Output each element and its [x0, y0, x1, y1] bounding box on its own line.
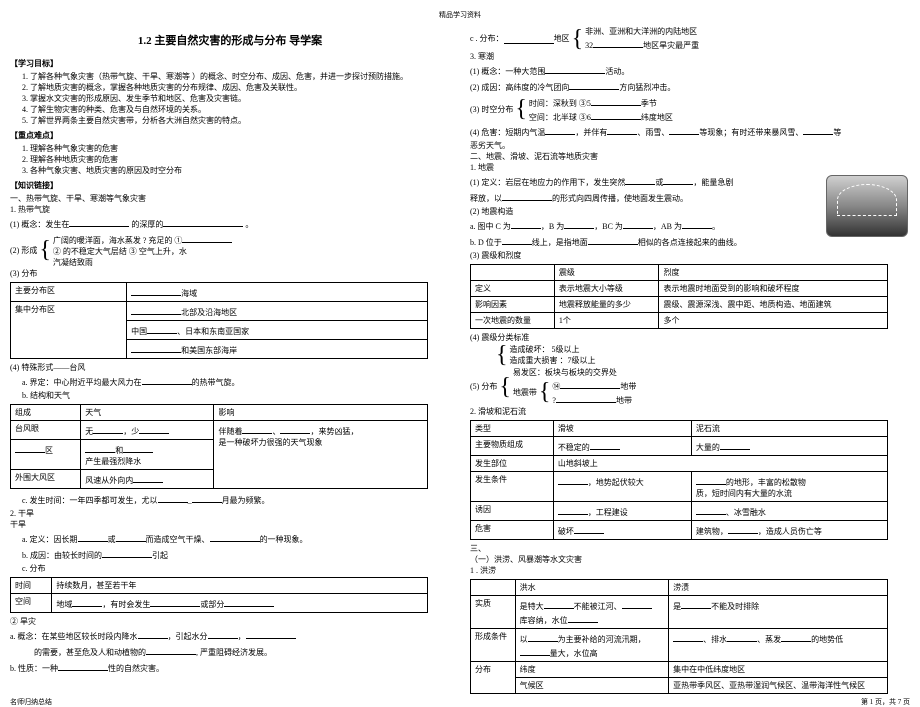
landslide-table: 类型滑坡泥石流 主要物质组成不稳定的大量的 发生部位山地斜坡上 发生条件，地势起… [470, 420, 888, 540]
dist-table: 主要分布区海域 集中分布区北部及沿海地区 中国、日本和东南亚国家 和美国东部海岸 [10, 282, 428, 359]
focus-heading: 【重点难点】 [10, 130, 450, 141]
hc2: (2) 成因：高纬度的冷气团向方向猛烈冲击。 [470, 79, 910, 94]
link-heading: 【知识链接】 [10, 180, 450, 191]
focus-1: 1. 理解各种气象灾害的危害 [10, 143, 450, 154]
page-body: 1.2 主要自然灾害的形成与分布 导学案 【学习目标】 1. 了解各种气象灾害（… [10, 26, 910, 697]
sec1-1: 1. 热带气旋 [10, 204, 450, 215]
focus-2: 2. 理解各种地质灾害的危害 [10, 154, 450, 165]
hanzai-b: b. 性质：一种性的自然灾害。 [10, 660, 450, 675]
sec3-h: 三、 [470, 543, 910, 554]
dz4-brace: { 造成破坏： 5级以上 造成重大损害 ：7级以上 [470, 343, 910, 367]
typhoon-table: 组成天气影响 台风眼 无，少 伴随着、，来势凶猛，是一种破坏力很强的天气现象 区… [10, 404, 428, 489]
goals-heading: 【学习目标】 [10, 58, 450, 69]
drought-cause: b. 成因：由较长时间的引起 [10, 547, 450, 562]
dizhen-h: 1. 地震 [470, 162, 910, 173]
hanzai-a2: 的需要，甚至危及人和动植物的, 严重阻碍经济发展。 [10, 644, 450, 659]
hc1: (1) 概念：一种大范围活动。 [470, 63, 910, 78]
magnitude-table: 震级烈度 定义表示地震大小等级表示地震时地面受到的影响和破坏程度 影响因素地震释… [470, 264, 888, 329]
dz3: (3) 震级和烈度 [470, 250, 910, 261]
dz5-brace: (5) 分布 { 易发区：板块与板块的交界处 地震带 { ⑭地带 ?地带 [470, 367, 910, 406]
drought-table: 时间持续数月，甚至若干年 空间地域，有时会发生或部分 [10, 577, 428, 613]
page-header: 精品学习资料 [10, 10, 910, 20]
typhoon-b: b. 结构和天气 [10, 390, 450, 401]
hanzai: ② 旱灾 [10, 616, 450, 627]
goal-3: 3. 掌握水文灾害的形成原因、发生季节和地区、危害及灾害链。 [10, 93, 450, 104]
ganhan: 干旱 [10, 519, 450, 530]
sec1-1-def: (1) 概念：发生在 的深厚的 。 [10, 216, 450, 231]
sec3-1: （一）洪涝、风暴潮等水文灾害 [470, 554, 910, 565]
right-column: c . 分布：地区 { 非洲、亚洲和大洋洲的内陆地区 32地区旱灾最严重 3. … [470, 26, 910, 697]
left-column: 1.2 主要自然灾害的形成与分布 导学案 【学习目标】 1. 了解各种气象灾害（… [10, 26, 450, 697]
typhoon-a: a. 界定：中心附近平均最大风力在的热带气旋。 [10, 374, 450, 389]
sec1-heading: 一、热带气旋、干旱、寒潮等气象灾害 [10, 193, 450, 204]
hc4f: 恶劣天气。 [470, 140, 910, 151]
goal-2: 2. 了解地质灾害的概念，掌握各种地质灾害的分布规律、成因、危害及关联性。 [10, 82, 450, 93]
typhoon-label: (4) 特殊形式——台风 [10, 362, 450, 373]
cdist-brace: c . 分布：地区 { 非洲、亚洲和大洋洲的内陆地区 32地区旱灾最严重 [470, 26, 910, 51]
doc-title: 1.2 主要自然灾害的形成与分布 导学案 [10, 32, 450, 48]
flood-table: 洪水涝渍 实质 是特大不能被江河、库容纳，水位 是不能及时排除 形成条件 以为主… [470, 579, 888, 694]
goal-5: 5. 了解世界两条主要自然灾害带，分析各大洲自然灾害的特点。 [10, 115, 450, 126]
focus-3: 3. 各种气象灾害、地质灾害的原因及时空分布 [10, 165, 450, 176]
footer-right: 第 1 页，共 7 页 [861, 697, 910, 707]
formation-brace: (2) 形成 { 广阔的暖洋面，海水蒸发 ? 充足的 ① ② 的不稳定大气层结 … [10, 232, 450, 268]
sec2-h: 二、地震、滑坡、泥石流等地质灾害 [470, 151, 910, 162]
goal-1: 1. 了解各种气象灾害（热带气旋、干旱、寒潮等 ）的概念、时空分布、成因、危害，… [10, 71, 450, 82]
drought-def: a. 定义：因长期或而造成空气干燥、的一种现象。 [10, 531, 450, 546]
dz4: (4) 震级分类标准 [470, 332, 910, 343]
drought-dist: c. 分布 [10, 563, 450, 574]
goal-4: 4. 了解生物灾害的种类、危害及与自然环境的关系。 [10, 104, 450, 115]
footer-left: 名师归纳总结 [10, 697, 52, 707]
drought-h: 2. 干旱 [10, 508, 450, 519]
earthquake-diagram [826, 175, 908, 237]
hc4: (4) 危害：短期内气温，并伴有、雨雪、等现象；有时还带来暴风雪、等 [470, 124, 910, 139]
hongle-h: 1 . 洪涝 [470, 565, 910, 576]
hanzai-a: a. 概念：在某些地区较长时段内降水，引起水分， [10, 628, 450, 643]
dist-label: (3) 分布 [10, 268, 450, 279]
hanchao-h: 3. 寒潮 [470, 51, 910, 62]
huapo-h: 2. 滑坡和泥石流 [470, 406, 910, 417]
typhoon-c: c. 发生时间：一年四季都可发生，尤以_月最为频繁。 [10, 492, 450, 507]
hc3-brace: (3) 时空分布 { 时间：深秋到 ③5季节 空间：北半球 ③6纬度地区 [470, 95, 910, 123]
